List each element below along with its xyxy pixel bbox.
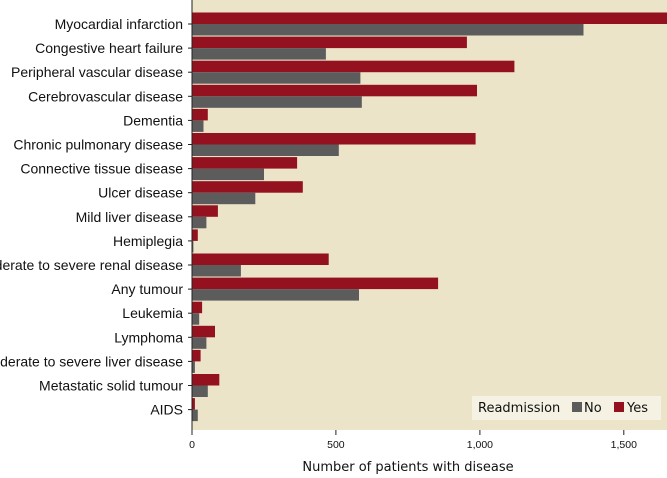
bar-no-myocardial-infarction — [192, 24, 584, 36]
bar-no-aids — [192, 409, 198, 422]
x-tick-label-1000: 1,000 — [467, 439, 493, 451]
x-tick-label-0: 0 — [189, 439, 195, 451]
category-label-metastatic-solid-tumour: Metastatic solid tumour — [39, 378, 183, 394]
bar-no-peripheral-vascular-disease — [192, 72, 361, 84]
bar-no-ulcer-disease — [192, 192, 256, 205]
category-label-chronic-pulmonary-disease: Chronic pulmonary disease — [13, 137, 183, 153]
bar-no-moderate-to-severe-renal-disease — [192, 265, 241, 277]
legend-label-no: No — [584, 401, 602, 416]
bar-no-chronic-pulmonary-disease — [192, 144, 339, 156]
bar-yes-any-tumour — [192, 277, 439, 290]
x-tick-label-500: 500 — [327, 439, 345, 451]
bar-yes-moderate-to-severe-liver-disease — [192, 349, 201, 362]
category-label-hemiplegia: Hemiplegia — [113, 233, 183, 249]
category-label-leukemia: Leukemia — [122, 305, 183, 321]
bar-no-dementia — [192, 120, 204, 132]
category-label-cerebrovascular-disease: Cerebrovascular disease — [28, 88, 183, 104]
legend-box — [472, 396, 661, 420]
legend: Readmission No Yes — [472, 396, 661, 420]
category-label-lymphoma: Lymphoma — [114, 329, 183, 345]
x-axis: 0 500 1,000 1,500 — [189, 430, 637, 451]
bar-yes-metastatic-solid-tumour — [192, 374, 220, 386]
bar-yes-mild-liver-disease — [192, 205, 218, 217]
bar-yes-aids — [192, 398, 195, 410]
bar-yes-moderate-to-severe-renal-disease — [192, 253, 329, 265]
bar-no-moderate-to-severe-liver-disease — [192, 361, 195, 373]
category-label-congestive-heart-failure: Congestive heart failure — [35, 40, 183, 56]
category-label-connective-tissue-disease: Connective tissue disease — [20, 161, 183, 177]
category-label-dementia: Dementia — [123, 112, 183, 128]
category-label-ulcer-disease: Ulcer disease — [98, 185, 183, 201]
legend-label-yes: Yes — [626, 401, 648, 416]
bars-group — [192, 12, 667, 422]
bar-yes-peripheral-vascular-disease — [192, 60, 515, 73]
category-label-myocardial-infarction: Myocardial infarction — [55, 16, 183, 32]
bar-no-metastatic-solid-tumour — [192, 385, 208, 397]
bar-yes-lymphoma — [192, 325, 215, 338]
bar-no-congestive-heart-failure — [192, 48, 326, 60]
x-tick-label-1500: 1,500 — [611, 439, 637, 451]
category-label-peripheral-vascular-disease: Peripheral vascular disease — [11, 64, 183, 80]
bar-yes-hemiplegia — [192, 229, 198, 241]
bar-yes-connective-tissue-disease — [192, 157, 298, 169]
bar-no-cerebrovascular-disease — [192, 96, 362, 108]
bar-yes-myocardial-infarction — [192, 12, 667, 24]
category-label-aids: AIDS — [150, 402, 183, 418]
bar-no-hemiplegia — [192, 240, 194, 253]
bar-yes-ulcer-disease — [192, 181, 303, 193]
category-labels: Myocardial infarction Congestive heart fa… — [0, 16, 192, 418]
category-label-moderate-to-severe-renal-disease: Moderate to severe renal disease — [0, 257, 183, 273]
bar-no-any-tumour — [192, 289, 359, 301]
bar-yes-cerebrovascular-disease — [192, 84, 477, 97]
x-axis-title: Number of patients with disease — [302, 460, 513, 475]
bar-yes-dementia — [192, 108, 208, 121]
legend-swatch-no — [572, 402, 582, 412]
category-label-mild-liver-disease: Mild liver disease — [76, 209, 184, 225]
bar-yes-chronic-pulmonary-disease — [192, 133, 476, 145]
legend-swatch-yes — [614, 402, 624, 412]
bar-no-connective-tissue-disease — [192, 168, 264, 181]
bar-no-leukemia — [192, 313, 200, 325]
bar-no-lymphoma — [192, 337, 207, 349]
bar-yes-leukemia — [192, 301, 203, 314]
category-label-any-tumour: Any tumour — [111, 281, 183, 297]
bar-yes-congestive-heart-failure — [192, 36, 467, 49]
bar-no-mild-liver-disease — [192, 216, 207, 229]
category-label-moderate-to-severe-liver-disease: Moderate to severe liver disease — [0, 353, 183, 369]
legend-title: Readmission — [478, 401, 560, 416]
